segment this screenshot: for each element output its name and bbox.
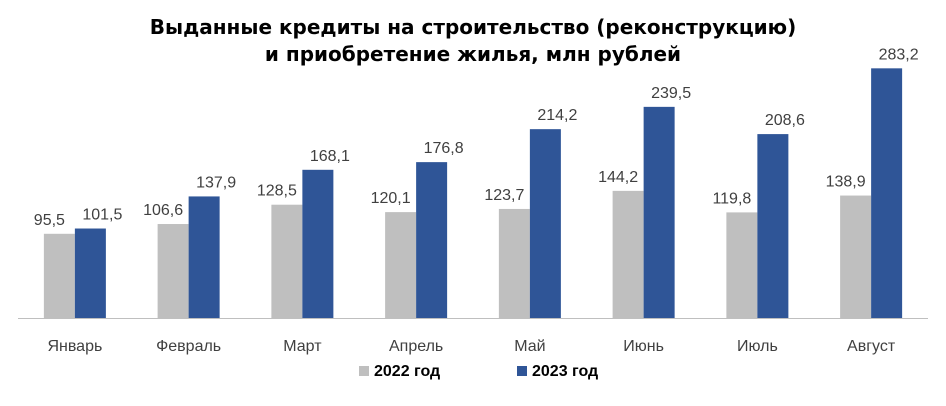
- legend-label: 2022 год: [374, 363, 440, 380]
- bar-2022: [43, 233, 75, 318]
- x-tick-label: Июнь: [623, 338, 664, 355]
- chart-title-line-2: и приобретение жилья, млн рублей: [264, 42, 682, 66]
- bar-2023: [188, 196, 220, 318]
- bar-2023: [416, 162, 448, 318]
- bar-2022: [612, 190, 644, 318]
- bar-2023: [871, 68, 903, 319]
- x-tick-label: Январь: [47, 338, 102, 355]
- data-label: 168,1: [310, 148, 350, 165]
- x-tick-label: Май: [514, 338, 545, 355]
- x-tick-label: Март: [283, 338, 322, 355]
- bar-2022: [271, 204, 303, 318]
- data-label: 208,6: [765, 112, 805, 129]
- data-label: 120,1: [371, 190, 411, 207]
- legend-swatch: [517, 366, 527, 376]
- x-tick-label: Февраль: [156, 338, 221, 355]
- x-tick-label: Август: [847, 338, 896, 355]
- data-label: 101,5: [82, 207, 122, 224]
- data-label: 106,6: [143, 202, 183, 219]
- data-label: 95,5: [34, 212, 65, 229]
- data-label: 128,5: [257, 183, 297, 200]
- data-label: 138,9: [826, 174, 866, 191]
- data-label: 176,8: [424, 140, 464, 157]
- bar-2023: [757, 134, 789, 318]
- bar-2023: [302, 169, 334, 318]
- bar-2022: [840, 195, 872, 318]
- bar-2023: [643, 106, 675, 318]
- data-label: 239,5: [651, 85, 691, 102]
- data-label: 283,2: [879, 46, 919, 63]
- data-label: 137,9: [196, 174, 236, 191]
- data-label: 214,2: [537, 107, 577, 124]
- legend-swatch: [359, 366, 369, 376]
- chart-title-line-1: Выданные кредиты на строительство (рекон…: [149, 15, 797, 39]
- data-label: 123,7: [484, 187, 524, 204]
- x-tick-label: Апрель: [389, 338, 443, 355]
- bar-2023: [529, 129, 561, 318]
- chart-title: Выданные кредиты на строительство (рекон…: [0, 14, 946, 68]
- bar-2022: [498, 208, 530, 318]
- legend-label: 2023 год: [532, 363, 598, 380]
- data-label: 119,8: [712, 190, 751, 207]
- bar-2023: [74, 228, 106, 318]
- data-label: 144,2: [598, 169, 638, 186]
- bar-2022: [726, 212, 758, 318]
- x-tick-label: Июль: [737, 338, 778, 355]
- bar-2022: [385, 212, 417, 318]
- bar-2022: [157, 224, 189, 318]
